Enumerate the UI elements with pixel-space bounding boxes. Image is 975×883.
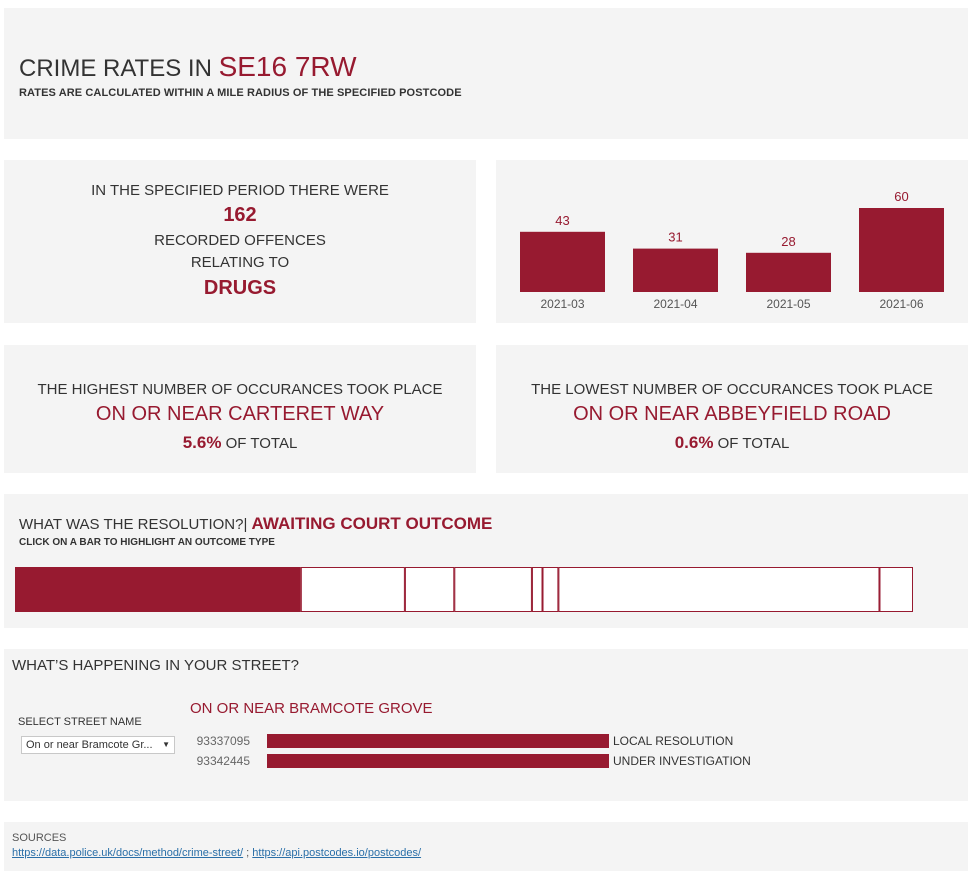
- chevron-down-icon: ▼: [162, 740, 170, 749]
- highest-line: THE HIGHEST NUMBER OF OCCURANCES TOOK PL…: [37, 381, 443, 398]
- sources-panel: SOURCES https://data.police.uk/docs/meth…: [4, 822, 968, 871]
- selected-outcome: AWAITING COURT OUTCOME: [251, 514, 493, 533]
- crime-id-label: 93342445: [197, 754, 251, 768]
- street-select-value: On or near Bramcote Gr...: [26, 739, 153, 751]
- select-street-label: SELECT STREET NAME: [18, 716, 142, 728]
- resolution-panel: WHAT WAS THE RESOLUTION?| AWAITING COURT…: [4, 494, 968, 628]
- highest-pct: 5.6%: [182, 433, 222, 452]
- crime-id-label: 93337095: [197, 734, 251, 748]
- month-value-label: 31: [668, 230, 682, 245]
- month-tick-label: 2021-06: [879, 297, 923, 311]
- highest-pct-line: 5.6% OF TOTAL: [4, 433, 476, 453]
- summary-line2: RECORDED OFFENCES: [154, 232, 326, 249]
- outcome-segment[interactable]: [15, 567, 301, 612]
- street-question: WHAT’S HAPPENING IN YOUR STREET?: [12, 657, 299, 674]
- lowest-pct: 0.6%: [674, 433, 714, 452]
- header-panel: CRIME RATES IN SE16 7RW RATES ARE CALCUL…: [4, 8, 968, 139]
- page-subtitle: RATES ARE CALCULATED WITHIN A MILE RADIU…: [19, 87, 462, 99]
- lowest-pct-suffix: OF TOTAL: [717, 435, 790, 452]
- sources-links: https://data.police.uk/docs/method/crime…: [12, 847, 421, 859]
- lowest-street: ON OR NEAR ABBEYFIELD ROAD: [573, 403, 891, 425]
- postcode-label: SE16 7RW: [218, 51, 357, 82]
- sources-separator: ;: [243, 847, 253, 859]
- month-value-label: 28: [781, 234, 795, 249]
- offence-count: 162: [223, 204, 257, 226]
- summary-line1: IN THE SPECIFIED PERIOD THERE WERE: [91, 182, 389, 199]
- outcome-segment[interactable]: [542, 567, 559, 612]
- resolution-question-label: WHAT WAS THE RESOLUTION?|: [19, 516, 248, 533]
- month-tick-label: 2021-04: [653, 297, 697, 311]
- crime-bar[interactable]: [267, 734, 609, 748]
- street-select[interactable]: On or near Bramcote Gr... ▼: [21, 736, 175, 754]
- resolution-bar-chart: [15, 567, 913, 612]
- resolution-hint: CLICK ON A BAR TO HIGHLIGHT AN OUTCOME T…: [19, 537, 275, 548]
- crime-outcome-label: UNDER INVESTIGATION: [613, 754, 751, 768]
- highest-street: ON OR NEAR CARTERET WAY: [95, 403, 385, 425]
- crime-category: DRUGS: [203, 277, 277, 299]
- summary-line3: RELATING TO: [190, 254, 290, 271]
- street-bar-chart: 93337095 LOCAL RESOLUTION 93342445 UNDER IN…: [197, 734, 751, 768]
- street-name: ON OR NEAR BRAMCOTE GROVE: [190, 700, 433, 717]
- month-value-label: 43: [555, 213, 569, 228]
- title-prefix: CRIME RATES IN: [19, 55, 212, 82]
- street-panel: WHAT’S HAPPENING IN YOUR STREET? SELECT …: [4, 649, 968, 801]
- month-value-label: 60: [894, 189, 908, 204]
- lowest-pct-line: 0.6% OF TOTAL: [496, 433, 968, 453]
- monthly-bar-chart: 43 2021-03 31 2021-04 28 2021-05 60 2021-06: [520, 189, 944, 311]
- month-tick-label: 2021-03: [540, 297, 584, 311]
- month-tick-label: 2021-05: [766, 297, 810, 311]
- summary-panel: IN THE SPECIFIED PERIOD THERE WERE 162 R…: [4, 160, 476, 323]
- highest-pct-suffix: OF TOTAL: [225, 435, 298, 452]
- lowest-line: THE LOWEST NUMBER OF OCCURANCES TOOK PLA…: [531, 381, 933, 398]
- source-link-police[interactable]: https://data.police.uk/docs/method/crime…: [12, 847, 244, 859]
- month-bar[interactable]: [859, 208, 944, 292]
- outcome-segment[interactable]: [531, 567, 543, 612]
- outcome-segment[interactable]: [879, 567, 913, 612]
- outcome-segment[interactable]: [454, 567, 532, 612]
- outcome-segment[interactable]: [300, 567, 405, 612]
- page-title: CRIME RATES IN SE16 7RW: [19, 51, 357, 83]
- month-bar[interactable]: [746, 252, 831, 292]
- resolution-question: WHAT WAS THE RESOLUTION?| AWAITING COURT…: [19, 514, 492, 534]
- outcome-segment[interactable]: [404, 567, 455, 612]
- monthly-chart-panel: 43 2021-03 31 2021-04 28 2021-05 60 2021-06: [496, 160, 968, 323]
- sources-label: SOURCES: [12, 832, 67, 844]
- outcome-segment[interactable]: [558, 567, 880, 612]
- crime-bar[interactable]: [267, 754, 609, 768]
- lowest-panel: THE LOWEST NUMBER OF OCCURANCES TOOK PLA…: [496, 345, 968, 473]
- month-bar[interactable]: [520, 231, 605, 292]
- source-link-postcodes[interactable]: https://api.postcodes.io/postcodes/: [252, 847, 422, 859]
- highest-panel: THE HIGHEST NUMBER OF OCCURANCES TOOK PL…: [4, 345, 476, 473]
- month-bar[interactable]: [633, 248, 718, 292]
- crime-outcome-label: LOCAL RESOLUTION: [613, 734, 733, 748]
